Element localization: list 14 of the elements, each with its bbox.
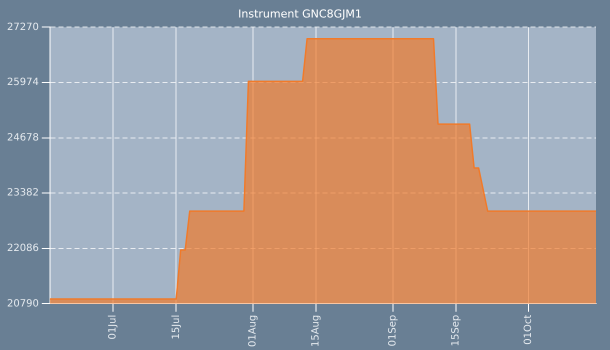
y-tick-label: 25974: [7, 77, 39, 88]
y-tick-label: 22086: [7, 243, 39, 254]
x-tick-label: 15Aug: [310, 314, 322, 348]
y-tick-label: 27270: [7, 22, 39, 33]
y-tick-label: 24678: [7, 132, 39, 144]
chart-title: Instrument GNC8GJM1: [238, 7, 362, 20]
x-tick-label: 01Sep: [387, 314, 398, 346]
y-tick-label: 23382: [7, 188, 39, 199]
x-tick-label: 01Aug: [248, 314, 259, 348]
x-tick-label: 15Sep: [450, 314, 462, 346]
x-tick-label: 01Oct: [522, 314, 534, 345]
y-tick-label: 20790: [7, 298, 39, 310]
x-tick-label: 15Jul: [170, 314, 182, 340]
x-tick-label: 01Jul: [108, 314, 119, 340]
